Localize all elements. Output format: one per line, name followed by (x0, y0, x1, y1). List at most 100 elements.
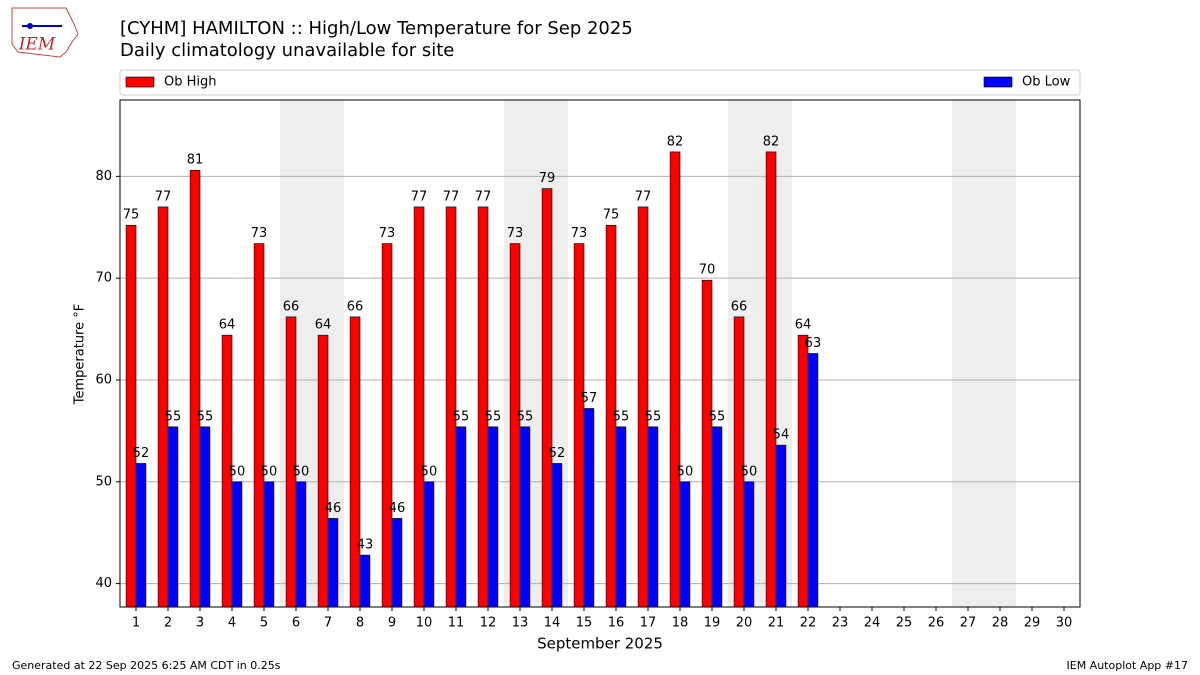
value-label: 77 (411, 189, 428, 204)
y-axis-label: Temperature °F (73, 304, 88, 405)
bar (807, 353, 819, 608)
x-tick-label: 30 (1056, 616, 1073, 631)
value-label: 52 (133, 446, 150, 461)
x-tick-label: 4 (228, 616, 236, 631)
legend-swatch (125, 76, 155, 88)
bar (135, 463, 147, 608)
value-label: 64 (315, 318, 332, 333)
x-tick-label: 18 (672, 616, 689, 631)
value-label: 64 (795, 318, 812, 333)
value-label: 55 (709, 409, 726, 424)
bar (359, 554, 371, 608)
bar (733, 316, 745, 608)
bar (637, 206, 649, 608)
bar (189, 169, 201, 608)
value-label: 46 (325, 501, 342, 516)
value-label: 81 (187, 153, 204, 168)
value-label: 55 (613, 409, 630, 424)
bar (669, 151, 681, 608)
value-label: 57 (581, 391, 598, 406)
value-label: 55 (517, 409, 534, 424)
value-label: 55 (645, 409, 662, 424)
bar (573, 243, 585, 608)
value-label: 70 (699, 263, 716, 278)
bar (797, 334, 809, 608)
x-tick-label: 5 (260, 616, 268, 631)
value-label: 66 (283, 299, 300, 314)
logo-dot (27, 23, 33, 29)
bar (711, 426, 723, 608)
value-label: 66 (347, 299, 364, 314)
y-tick-label: 60 (95, 372, 112, 387)
bar (253, 243, 265, 608)
value-label: 50 (421, 464, 438, 479)
value-label: 77 (443, 189, 460, 204)
bar (167, 426, 179, 608)
bar (285, 316, 297, 608)
bar (541, 188, 553, 608)
y-tick-label: 70 (95, 271, 112, 286)
x-tick-label: 21 (768, 616, 785, 631)
bar (583, 408, 595, 608)
bar (743, 481, 755, 608)
weekend-shade (984, 100, 1016, 607)
plot-frame (119, 99, 1081, 608)
x-tick-label: 1 (132, 616, 140, 631)
value-label: 77 (475, 189, 492, 204)
x-tick-label: 22 (800, 616, 817, 631)
value-label: 63 (805, 336, 822, 351)
bar (679, 481, 691, 608)
value-label: 73 (379, 226, 396, 241)
logo: IEM (11, 7, 79, 58)
x-tick-label: 7 (324, 616, 332, 631)
weekend-shade (952, 100, 984, 607)
x-tick-label: 15 (576, 616, 593, 631)
x-tick-label: 6 (292, 616, 300, 631)
x-tick-label: 29 (1024, 616, 1041, 631)
value-label: 82 (763, 134, 780, 149)
x-tick-label: 14 (544, 616, 561, 631)
bar (701, 279, 713, 608)
value-label: 50 (229, 464, 246, 479)
bar (199, 426, 211, 608)
bar (381, 243, 393, 608)
logo-text: IEM (18, 35, 56, 55)
bar (477, 206, 489, 608)
x-tick-label: 3 (196, 616, 204, 631)
bar (519, 426, 531, 608)
y-tick-label: 40 (95, 576, 112, 591)
bar (391, 518, 403, 608)
bar (615, 426, 627, 608)
x-tick-label: 28 (992, 616, 1009, 631)
bar (349, 316, 361, 608)
x-tick-label: 23 (832, 616, 849, 631)
value-label: 50 (741, 464, 758, 479)
x-tick-label: 2 (164, 616, 172, 631)
bar (327, 518, 339, 608)
bar (263, 481, 275, 608)
x-tick-label: 16 (608, 616, 625, 631)
value-label: 73 (251, 226, 268, 241)
legend-label: Ob High (164, 75, 217, 90)
bar (509, 243, 521, 608)
bar (647, 426, 659, 608)
value-label: 79 (539, 171, 556, 186)
value-label: 43 (357, 538, 374, 553)
x-tick-label: 12 (480, 616, 497, 631)
x-tick-label: 11 (448, 616, 465, 631)
bar (765, 151, 777, 608)
x-tick-label: 19 (704, 616, 721, 631)
bar (157, 206, 169, 608)
x-tick-label: 17 (640, 616, 657, 631)
footer-right: IEM Autoplot App #17 (1067, 659, 1189, 672)
bar (445, 206, 457, 608)
value-label: 75 (603, 208, 620, 223)
bar (317, 334, 329, 608)
value-label: 66 (731, 299, 748, 314)
value-label: 50 (293, 464, 310, 479)
value-label: 55 (453, 409, 470, 424)
bar (295, 481, 307, 608)
value-label: 75 (123, 208, 140, 223)
